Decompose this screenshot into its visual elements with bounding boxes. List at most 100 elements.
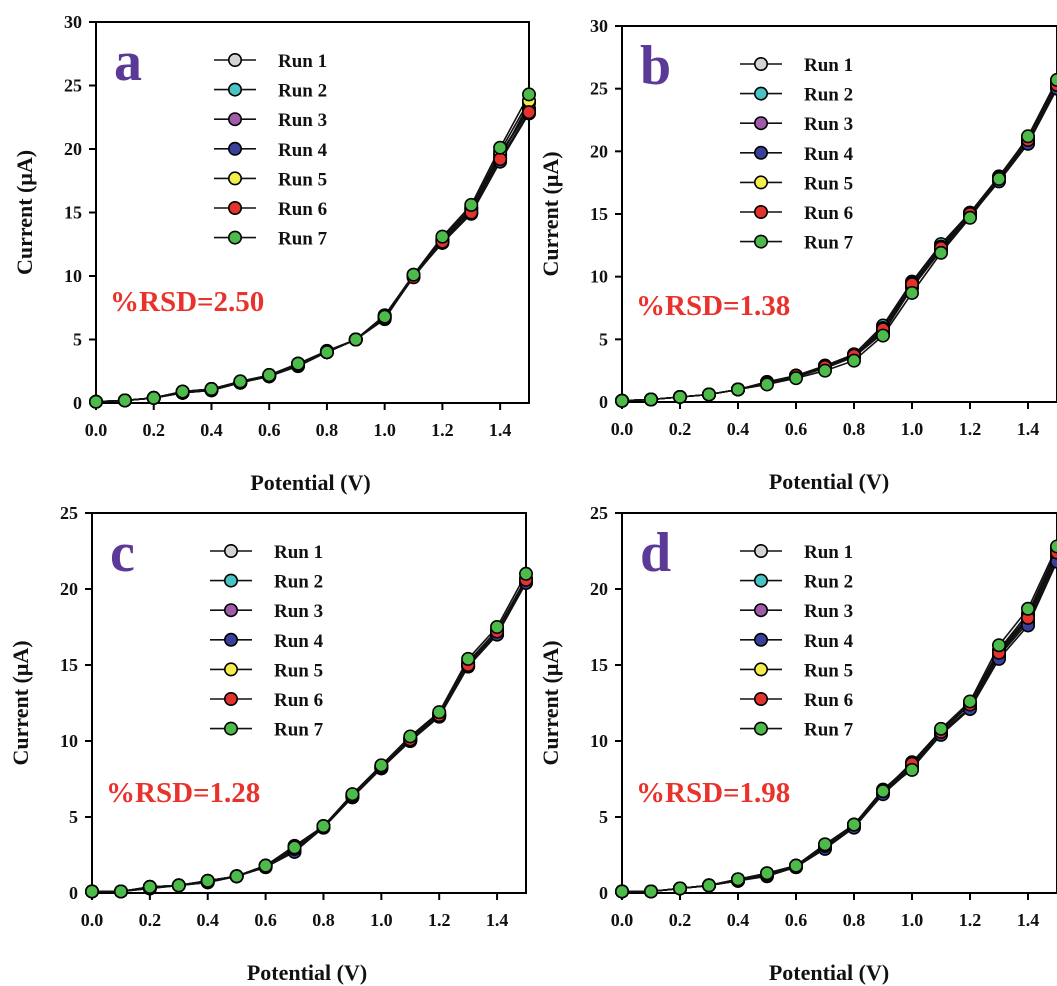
x-tick-label: 1.0: [370, 910, 393, 930]
legend-marker: [228, 82, 243, 97]
y-tick-label: 25: [590, 79, 608, 99]
data-point-run-7: [345, 787, 360, 802]
y-axis-label: Current (μA): [12, 150, 37, 275]
x-tick-label: 0.6: [785, 419, 808, 439]
y-tick-label: 0: [599, 883, 608, 903]
data-point-run-7: [1050, 539, 1057, 554]
data-point-run-7: [490, 619, 505, 634]
x-tick-label: 0.2: [142, 420, 165, 440]
x-axis-label: Potential (V): [247, 960, 367, 985]
data-point-run-7: [146, 390, 161, 405]
data-point-run-7: [403, 729, 418, 744]
x-tick-label: 1.2: [959, 910, 982, 930]
legend-marker: [753, 662, 768, 677]
rsd-annotation: %RSD=1.38: [636, 290, 790, 322]
legend-entry: Run 7: [210, 720, 324, 741]
y-tick-label: 15: [64, 203, 82, 223]
x-tick-label: 0.6: [258, 420, 281, 440]
legend-entry: Run 4: [740, 631, 854, 652]
legend-label: Run 4: [278, 140, 328, 161]
panel-letter: b: [640, 35, 671, 97]
legend-entry: Run 4: [214, 140, 328, 161]
y-tick-label: 30: [64, 12, 82, 32]
legend-label: Run 3: [804, 601, 853, 622]
series-line-run-7: [622, 546, 1057, 893]
legend-marker: [224, 603, 239, 618]
legend-label: Run 1: [274, 542, 323, 563]
legend-marker: [753, 56, 768, 71]
x-tick-label: 1.2: [431, 420, 454, 440]
data-point-run-7: [175, 384, 190, 399]
legend-marker: [753, 691, 768, 706]
legend-entry: Run 7: [740, 233, 854, 254]
y-axis-label: Current (μA): [538, 640, 563, 765]
data-point-run-7: [933, 245, 948, 260]
data-point-run-7: [461, 651, 476, 666]
legend-marker: [753, 573, 768, 588]
data-point-run-7: [991, 638, 1006, 653]
data-point-run-7: [117, 393, 132, 408]
x-tick-label: 0.8: [843, 419, 866, 439]
series-group: [614, 72, 1057, 408]
x-tick-label: 0.6: [254, 910, 277, 930]
legend-entry: Run 5: [740, 660, 853, 681]
series-group: [89, 87, 536, 409]
y-tick-label: 25: [64, 76, 82, 96]
panel-d: 0 5 10 15 20 25 0.0 0.2 0.4 0.6 0.8 1.0 1.2 1.4 Potent…: [538, 503, 1057, 985]
data-point-run-7: [991, 171, 1006, 186]
x-tick-label: 1.0: [901, 419, 924, 439]
y-tick-label: 20: [60, 579, 78, 599]
legend-marker: [753, 205, 768, 220]
legend-label: Run 6: [804, 203, 853, 224]
data-point-run-7: [377, 309, 392, 324]
legend-label: Run 2: [804, 572, 853, 593]
data-point-run-7: [614, 884, 629, 899]
legend-entry: Run 6: [214, 199, 327, 220]
x-axis-label: Potential (V): [769, 960, 889, 985]
data-point-run-7: [904, 762, 919, 777]
legend-label: Run 6: [804, 690, 853, 711]
y-tick-label: 5: [599, 807, 608, 827]
y-tick-label: 20: [590, 579, 608, 599]
legend-label: Run 2: [274, 572, 323, 593]
data-point-run-7: [846, 353, 861, 368]
data-point-run-7: [962, 694, 977, 709]
x-tick-label: 0.0: [85, 420, 108, 440]
legend-label: Run 7: [278, 229, 328, 250]
legend-entry: Run 2: [740, 85, 853, 106]
legend-label: Run 3: [274, 601, 323, 622]
x-tick-label: 0.8: [316, 420, 339, 440]
y-tick-label: 30: [590, 16, 608, 36]
legend-label: Run 3: [804, 114, 853, 135]
legend-entry: Run 1: [214, 51, 327, 72]
x-axis-label: Potential (V): [769, 469, 889, 494]
legend-entry: Run 3: [214, 110, 327, 131]
legend-label: Run 2: [804, 85, 853, 106]
data-point-run-7: [262, 368, 277, 383]
data-point-run-7: [200, 873, 215, 888]
series-group: [614, 539, 1057, 899]
legend-label: Run 7: [804, 233, 854, 254]
legend-entry: Run 3: [740, 114, 853, 135]
y-tick-label: 25: [60, 503, 78, 523]
legend-entry: Run 5: [214, 169, 327, 190]
plot-frame: [91, 512, 527, 894]
legend-label: Run 3: [278, 110, 327, 131]
x-tick-label: 1.4: [1017, 419, 1040, 439]
legend-label: Run 1: [804, 542, 853, 563]
panel-b: 0 5 10 15 20 25 30 0.0 0.2 0.4 0.6 0.8 1.0 1.2 1.4 Pote…: [538, 16, 1057, 494]
legend-marker: [753, 234, 768, 249]
data-point-run-7: [817, 363, 832, 378]
data-point-run-7: [258, 858, 273, 873]
panel-c: 0 5 10 15 20 25 0.0 0.2 0.4 0.6 0.8 1.0 1.2 1.4 Potent…: [8, 503, 533, 985]
legend-marker: [753, 721, 768, 736]
y-tick-label: 15: [60, 655, 78, 675]
series-line-run-7: [621, 79, 1057, 402]
x-tick-label: 0.2: [139, 910, 162, 930]
x-tick-label: 1.4: [486, 910, 509, 930]
y-tick-label: 5: [73, 330, 82, 350]
data-point-run-7: [701, 878, 716, 893]
legend-entry: Run 2: [210, 572, 323, 593]
legend-marker: [224, 662, 239, 677]
